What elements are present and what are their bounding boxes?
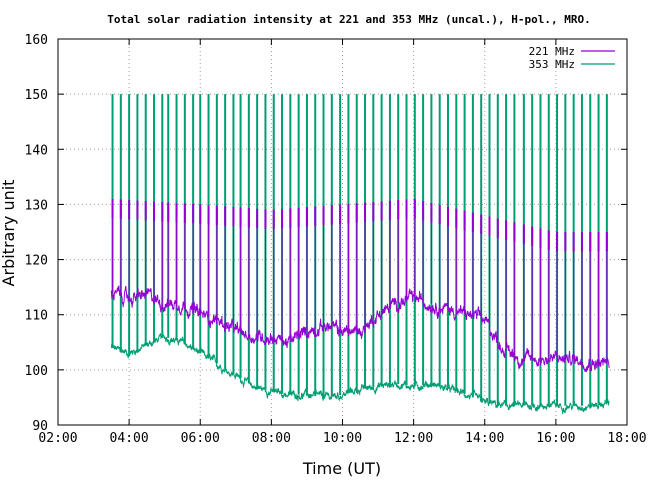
x-axis-label: Time (UT) xyxy=(302,459,381,478)
grid xyxy=(58,39,627,425)
x-tick-label: 14:00 xyxy=(465,431,504,446)
plot-series xyxy=(110,94,610,415)
y-tick-label: 150 xyxy=(25,88,48,103)
y-tick-label: 140 xyxy=(25,143,48,158)
x-tick-label: 18:00 xyxy=(607,431,646,446)
series-line-221-mhz xyxy=(110,285,610,373)
y-tick-label: 120 xyxy=(25,254,48,269)
x-tick-label: 04:00 xyxy=(110,431,149,446)
x-tick-label: 10:00 xyxy=(323,431,362,446)
y-tick-label: 110 xyxy=(25,309,48,324)
x-tick-label: 02:00 xyxy=(38,431,77,446)
x-tick-label: 06:00 xyxy=(181,431,220,446)
y-tick-label: 90 xyxy=(32,419,48,434)
x-tick-label: 08:00 xyxy=(252,431,291,446)
y-tick-label: 160 xyxy=(25,33,48,48)
legend-label: 221 MHz xyxy=(529,45,575,58)
x-tick-label: 12:00 xyxy=(394,431,433,446)
series-line-353-mhz xyxy=(110,332,610,415)
y-tick-label: 130 xyxy=(25,198,48,213)
legend-label: 353 MHz xyxy=(529,58,575,71)
axis-ticks: 02:00 04:00 06:00 08:00 10:00 12:00 14:00 16:00… xyxy=(25,33,647,446)
x-tick-label: 16:00 xyxy=(536,431,575,446)
y-tick-label: 100 xyxy=(25,364,48,379)
chart-title: Total solar radiation intensity at 221 a… xyxy=(107,13,590,26)
y-axis-label: Arbitrary unit xyxy=(0,180,18,287)
